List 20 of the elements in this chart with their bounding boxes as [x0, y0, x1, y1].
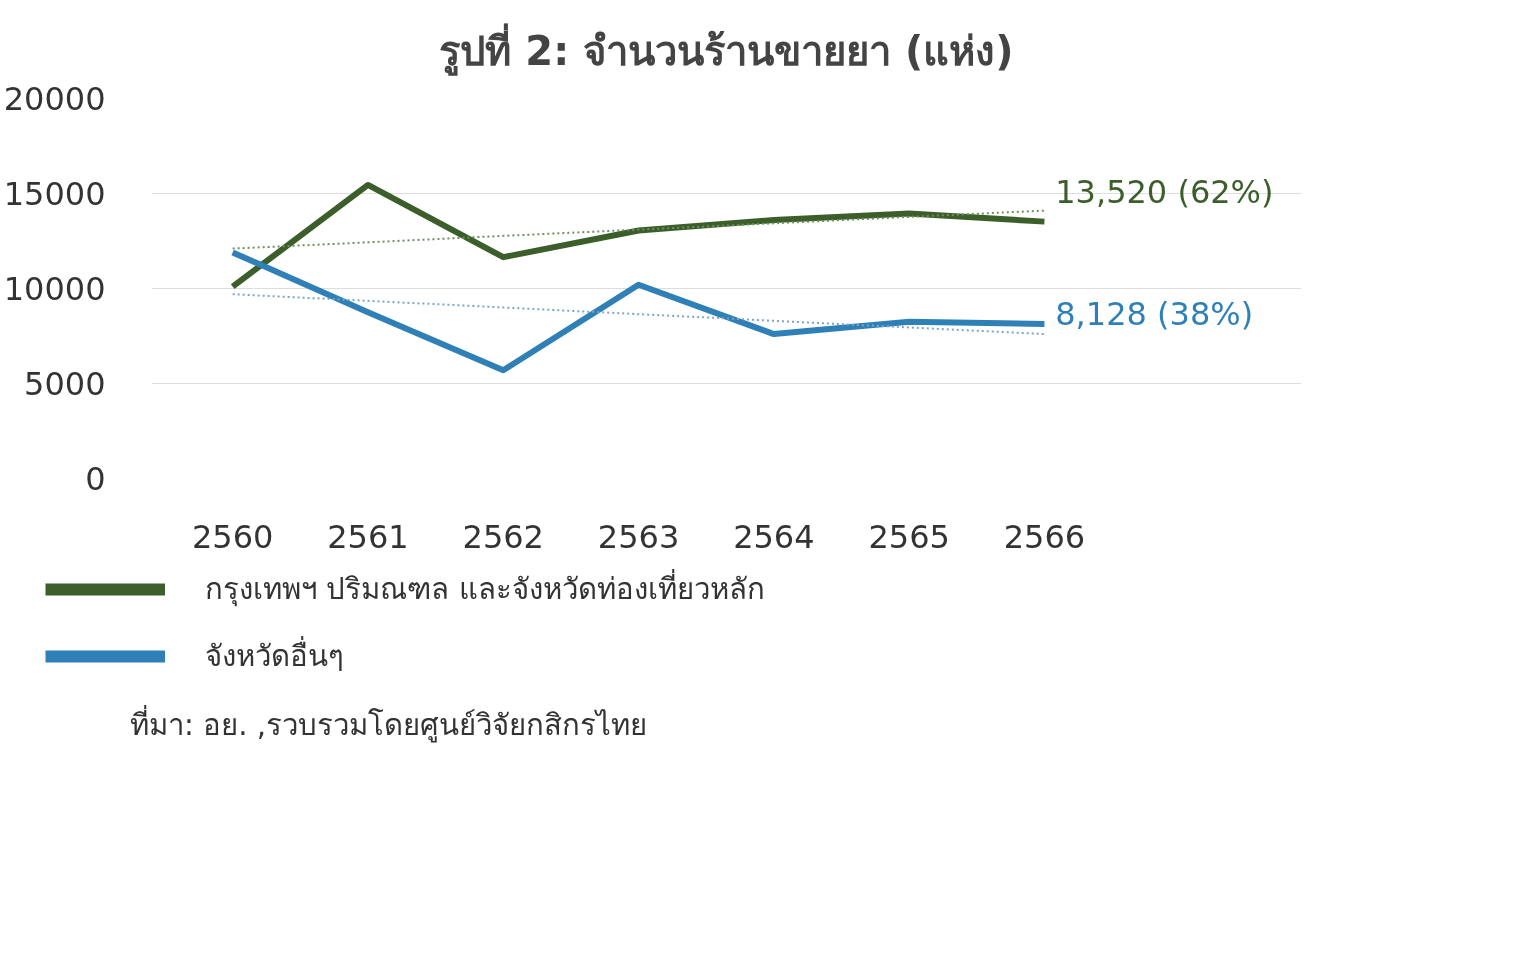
annotation: 13,520 (62%)	[1055, 172, 1274, 211]
x-tick-label: 2564	[733, 517, 815, 556]
annotation: 8,128 (38%)	[1055, 295, 1254, 334]
x-tick-label: 2560	[191, 517, 274, 556]
legend-label: กรุงเทพฯ ปริมณฑล และจังหวัดท่องเที่ยวหลัก	[205, 568, 765, 609]
legend-label: จังหวัดอื่นๆ	[205, 635, 344, 675]
chart-title: รูปที่ 2: จำนวนร้านขายยา (แห่ง)	[439, 22, 1014, 76]
x-tick-label: 2566	[1003, 517, 1086, 556]
y-tick-label: 0	[85, 460, 106, 498]
y-tick-label: 15000	[3, 175, 106, 213]
x-tick-label: 2561	[327, 517, 409, 556]
text: ที่มา: อย. ,รวบรวมโดยศูนย์วิจัยกสิกรไทย	[130, 705, 648, 745]
y-tick-label: 20000	[3, 80, 106, 118]
x-tick-label: 2563	[597, 517, 680, 556]
line-series	[231, 209, 1046, 250]
x-tick-label: 2562	[462, 517, 544, 556]
x-tick-label: 2565	[868, 517, 950, 556]
y-tick-label: 10000	[3, 270, 106, 308]
y-tick-label: 5000	[24, 365, 106, 403]
line-series	[231, 293, 1046, 336]
